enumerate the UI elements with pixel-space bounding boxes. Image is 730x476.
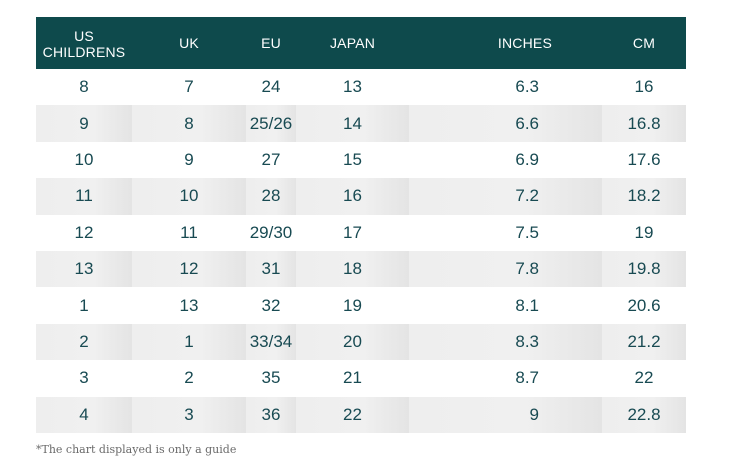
cell-us: 8 <box>36 69 132 106</box>
header-eu: EU <box>246 17 296 69</box>
cell-cm: 22 <box>602 360 686 397</box>
cell-inches: 8.1 <box>409 287 602 324</box>
cell-japan: 20 <box>296 323 409 361</box>
cell-uk: 10 <box>132 178 246 215</box>
cell-us: 10 <box>36 141 132 179</box>
cell-us: 1 <box>36 287 132 324</box>
cell-japan: 14 <box>296 105 409 142</box>
cell-uk: 12 <box>132 250 246 288</box>
cell-eu: 28 <box>246 178 296 215</box>
cell-uk: 8 <box>132 105 246 142</box>
cell-uk: 2 <box>132 360 246 397</box>
cell-japan: 22 <box>296 396 409 433</box>
cell-inches: 7.5 <box>409 214 602 251</box>
cell-cm: 19.8 <box>602 250 686 288</box>
cell-us: 12 <box>36 214 132 251</box>
size-chart-table: US CHILDRENS UK EU JAPAN INCHES CM 8 7 24 1… <box>36 17 686 433</box>
table-row: 2 1 33/34 20 8.3 21.2 <box>36 323 686 361</box>
cell-inches: 7.2 <box>409 178 602 215</box>
cell-us: 13 <box>36 250 132 288</box>
cell-inches: 6.3 <box>409 69 602 106</box>
cell-uk: 13 <box>132 287 246 324</box>
table-body: 8 7 24 13 6.3 16 9 8 25/26 14 6.6 16.8 10 9 27 15 6.9 17.… <box>36 69 686 433</box>
cell-japan: 21 <box>296 360 409 397</box>
cell-cm: 20.6 <box>602 287 686 324</box>
cell-cm: 17.6 <box>602 141 686 179</box>
table-header: US CHILDRENS UK EU JAPAN INCHES CM <box>36 17 686 69</box>
cell-eu: 27 <box>246 141 296 179</box>
cell-us: 2 <box>36 323 132 361</box>
header-us-line-2: CHILDRENS <box>42 44 126 60</box>
table-row: 12 11 29/30 17 7.5 19 <box>36 214 686 251</box>
cell-cm: 21.2 <box>602 323 686 361</box>
cell-cm: 19 <box>602 214 686 251</box>
cell-uk: 1 <box>132 323 246 361</box>
cell-uk: 3 <box>132 396 246 433</box>
cell-japan: 15 <box>296 141 409 179</box>
cell-japan: 17 <box>296 214 409 251</box>
table-row: 3 2 35 21 8.7 22 <box>36 360 686 397</box>
table-row: 9 8 25/26 14 6.6 16.8 <box>36 105 686 142</box>
header-us-line-1: US <box>74 28 94 44</box>
cell-eu: 31 <box>246 250 296 288</box>
cell-eu: 25/26 <box>246 105 296 142</box>
cell-eu: 36 <box>246 396 296 433</box>
cell-us: 3 <box>36 360 132 397</box>
header-row: US CHILDRENS UK EU JAPAN INCHES CM <box>36 17 686 69</box>
cell-inches: 8.3 <box>409 323 602 361</box>
table-row: 13 12 31 18 7.8 19.8 <box>36 250 686 288</box>
cell-inches: 9 <box>409 396 602 433</box>
cell-japan: 19 <box>296 287 409 324</box>
table-row: 8 7 24 13 6.3 16 <box>36 69 686 106</box>
table-row: 10 9 27 15 6.9 17.6 <box>36 141 686 179</box>
cell-us: 4 <box>36 396 132 433</box>
guide-footnote: *The chart displayed is only a guide <box>36 443 237 456</box>
cell-inches: 6.9 <box>409 141 602 179</box>
cell-japan: 16 <box>296 178 409 215</box>
cell-eu: 32 <box>246 287 296 324</box>
header-inches: INCHES <box>409 17 602 69</box>
cell-eu: 24 <box>246 69 296 106</box>
cell-us: 9 <box>36 105 132 142</box>
cell-uk: 7 <box>132 69 246 106</box>
cell-cm: 16 <box>602 69 686 106</box>
cell-inches: 8.7 <box>409 360 602 397</box>
header-us-childrens: US CHILDRENS <box>36 17 132 69</box>
cell-eu: 33/34 <box>246 323 296 361</box>
table-row: 4 3 36 22 9 22.8 <box>36 396 686 433</box>
header-cm: CM <box>602 17 686 69</box>
cell-eu: 35 <box>246 360 296 397</box>
header-uk: UK <box>132 17 246 69</box>
cell-cm: 16.8 <box>602 105 686 142</box>
cell-cm: 22.8 <box>602 396 686 433</box>
cell-uk: 9 <box>132 141 246 179</box>
cell-uk: 11 <box>132 214 246 251</box>
cell-japan: 13 <box>296 69 409 106</box>
cell-inches: 6.6 <box>409 105 602 142</box>
cell-us: 11 <box>36 178 132 215</box>
table-row: 11 10 28 16 7.2 18.2 <box>36 178 686 215</box>
cell-eu: 29/30 <box>246 214 296 251</box>
cell-japan: 18 <box>296 250 409 288</box>
header-japan: JAPAN <box>296 17 409 69</box>
cell-cm: 18.2 <box>602 178 686 215</box>
cell-inches: 7.8 <box>409 250 602 288</box>
table-row: 1 13 32 19 8.1 20.6 <box>36 287 686 324</box>
